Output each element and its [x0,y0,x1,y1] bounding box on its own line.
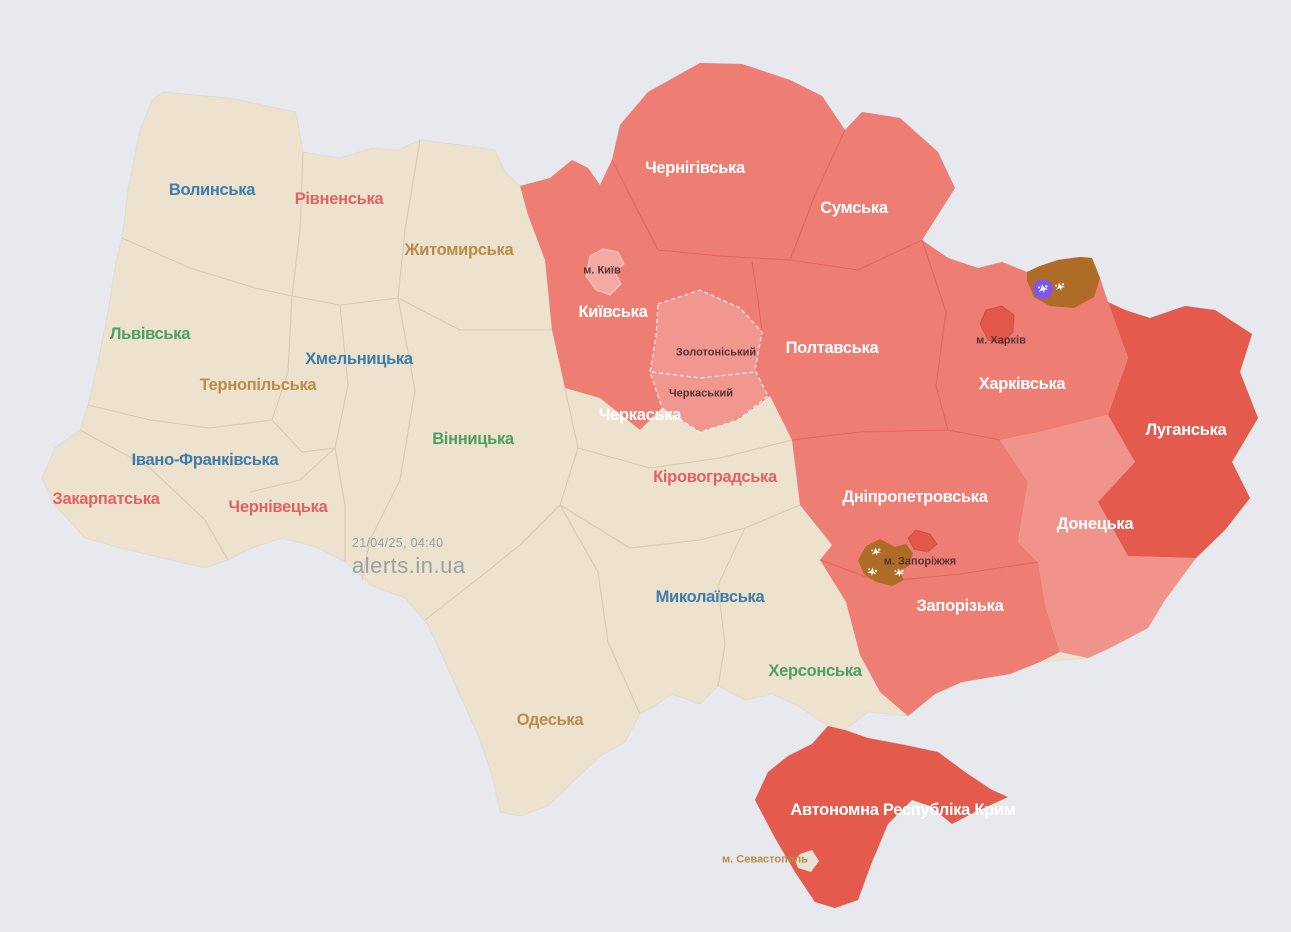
label-region-ternopil: Тернопільська [199,375,317,394]
label-region-zhytomyr: Житомирська [404,240,514,259]
label-city-sevastopol: м. Севастополь [722,853,808,866]
label-region-luhansk: Луганська [1145,420,1227,439]
label-region-kherson: Херсонська [768,661,862,680]
label-city-kyiv: м. Київ [583,264,621,277]
label-region-dnipro: Дніпропетровська [842,487,988,506]
label-city-zaporizhzhia: м. Запоріжжя [883,555,957,568]
label-region-cherkasy: Черкаська [598,405,682,424]
cherkasy-raions-alert-shape[interactable] [649,289,769,433]
label-district-cherkasy-raion: Черкаський [668,387,734,400]
drone-marker-circled-kharkiv[interactable] [1033,279,1053,299]
label-district-zolotonosha: Золотоніський [675,346,757,359]
watermark-timestamp: 21/04/25, 04:40 [352,536,444,550]
oblast-borders-alert [611,129,1039,583]
label-region-zaporizhzhia: Запорізька [916,596,1004,615]
label-region-donetsk: Донецька [1056,514,1134,533]
label-region-crimea: Автономна Республіка Крим [790,800,1016,819]
label-region-kyiv-oblast: Київська [578,302,648,321]
label-region-khmelnytskyi: Хмельницька [305,349,413,368]
label-region-sumy: Сумська [820,198,888,217]
watermark: 21/04/25, 04:40 alerts.in.ua [352,536,466,579]
label-region-volyn: Волинська [168,180,256,199]
label-region-odesa: Одеська [516,710,584,729]
label-region-chernihiv: Чернігівська [645,158,745,177]
label-region-zakarpattia: Закарпатська [52,489,160,508]
label-region-chernivtsi: Чернівецька [228,497,328,516]
city-kyiv-shape[interactable] [585,248,625,296]
region-crimea-shape[interactable] [755,726,1008,908]
label-region-ivano-frankivsk: Івано-Франківська [131,450,279,469]
oblast-borders-no-alert [79,139,801,715]
label-region-kirovohrad: Кіровоградська [653,467,777,486]
raion-divider-line [651,371,757,379]
label-region-vinnytsia: Вінницька [432,429,514,448]
label-region-lviv: Львівська [109,324,191,343]
label-region-kharkiv-oblast: Харківська [978,374,1066,393]
label-region-poltava: Полтавська [785,338,879,357]
label-region-mykolaiv: Миколаївська [655,587,765,606]
region-luhansk-shape[interactable] [1098,302,1258,558]
alert-area-northeast-shape[interactable] [520,63,1128,716]
city-sevastopol-shape[interactable] [795,850,819,872]
label-region-rivne: Рівненська [294,189,384,208]
city-kharkiv-shape[interactable] [979,305,1015,345]
label-city-kharkiv: м. Харків [976,334,1026,347]
city-zaporizhzhia-shape[interactable] [907,529,938,553]
region-donetsk-shape[interactable] [1000,415,1196,658]
watermark-site: alerts.in.ua [352,553,466,578]
